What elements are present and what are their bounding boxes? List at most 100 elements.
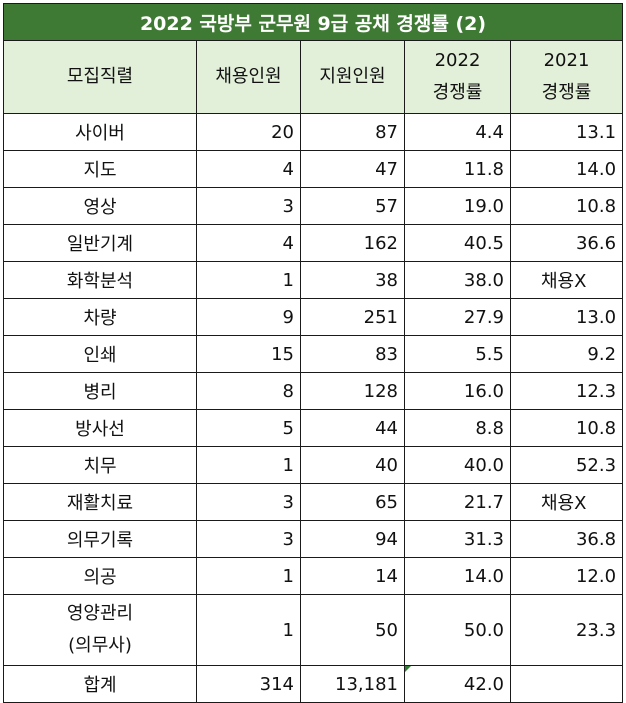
cell-job: 의무기록 [3, 520, 197, 558]
cell-rate-2021: 채용X [509, 483, 624, 521]
table-row: 병리 8 128 16.0 12.3 [3, 372, 624, 410]
table-row: 방사선 5 44 8.8 10.8 [3, 409, 624, 447]
cell-hires: 1 [196, 446, 301, 484]
cell-rate-2022: 4.4 [404, 113, 511, 151]
cell-hires: 20 [196, 113, 301, 151]
cell-rate-2022: 16.0 [404, 372, 511, 410]
cell-rate-2022: 38.0 [404, 261, 511, 299]
header-rate-2021-label: 경쟁률 [541, 82, 592, 103]
header-rate-2022-label: 경쟁률 [432, 82, 483, 103]
cell-rate-2022: 19.0 [404, 187, 511, 225]
cell-rate-2022: 11.8 [404, 150, 511, 188]
header-row: 모집직렬 채용인원 지원인원 2022 경쟁률 2021 경쟁률 [3, 40, 624, 114]
table-title: 2022 국방부 군무원 9급 공채 경쟁률 (2) [2, 3, 624, 41]
header-applicants: 지원인원 [300, 40, 405, 114]
table-row: 의공 1 14 14.0 12.0 [3, 557, 624, 595]
cell-rate-2021: 36.6 [509, 224, 624, 262]
cell-job: 지도 [3, 150, 197, 188]
cell-job-line1: 영양관리 [66, 603, 134, 624]
cell-hires: 9 [196, 298, 301, 336]
cell-applicants: 94 [300, 520, 405, 558]
cell-rate-2022: 40.0 [404, 446, 511, 484]
cell-applicants: 40 [300, 446, 405, 484]
cell-rate-2021: 12.3 [509, 372, 624, 410]
cell-rate-2022: 50.0 [404, 594, 511, 666]
cell-applicants: 83 [300, 335, 405, 373]
total-label: 합계 [3, 665, 197, 703]
cell-rate-2021: 10.8 [509, 187, 624, 225]
header-hires: 채용인원 [196, 40, 301, 114]
cell-rate-2021: 13.0 [509, 298, 624, 336]
formula-indicator-icon [405, 666, 411, 672]
header-rate-2021-year: 2021 [543, 50, 590, 71]
cell-rate-2022: 8.8 [404, 409, 511, 447]
header-rate-2021: 2021 경쟁률 [509, 40, 624, 114]
table-row: 일반기계 4 162 40.5 36.6 [3, 224, 624, 262]
cell-job-line2: (의무사) [68, 635, 132, 656]
cell-job: 화학분석 [3, 261, 197, 299]
cell-hires: 5 [196, 409, 301, 447]
cell-applicants: 47 [300, 150, 405, 188]
cell-rate-2021: 12.0 [509, 557, 624, 595]
cell-hires: 8 [196, 372, 301, 410]
cell-rate-2022: 27.9 [404, 298, 511, 336]
total-rate-2021 [509, 665, 624, 703]
cell-hires: 3 [196, 520, 301, 558]
total-hires: 314 [196, 665, 301, 703]
cell-job: 의공 [3, 557, 197, 595]
cell-job: 일반기계 [3, 224, 197, 262]
cell-rate-2022: 31.3 [404, 520, 511, 558]
cell-hires: 1 [196, 557, 301, 595]
cell-hires: 4 [196, 224, 301, 262]
cell-applicants: 128 [300, 372, 405, 410]
total-applicants: 13,181 [300, 665, 405, 703]
cell-rate-2021: 23.3 [509, 594, 624, 666]
cell-rate-2022: 21.7 [404, 483, 511, 521]
cell-job: 병리 [3, 372, 197, 410]
cell-job: 치무 [3, 446, 197, 484]
cell-rate-2022: 5.5 [404, 335, 511, 373]
cell-applicants: 87 [300, 113, 405, 151]
header-job: 모집직렬 [3, 40, 197, 114]
cell-rate-2021: 36.8 [509, 520, 624, 558]
cell-rate-2021: 14.0 [509, 150, 624, 188]
table-row: 지도 4 47 11.8 14.0 [3, 150, 624, 188]
cell-hires: 15 [196, 335, 301, 373]
table-row: 치무 1 40 40.0 52.3 [3, 446, 624, 484]
cell-applicants: 251 [300, 298, 405, 336]
cell-job: 영상 [3, 187, 197, 225]
cell-rate-2021: 10.8 [509, 409, 624, 447]
cell-applicants: 44 [300, 409, 405, 447]
cell-hires: 1 [196, 594, 301, 666]
cell-applicants: 14 [300, 557, 405, 595]
cell-job: 차량 [3, 298, 197, 336]
table-row: 영상 3 57 19.0 10.8 [3, 187, 624, 225]
total-rate-2022-value: 42.0 [463, 673, 504, 695]
competition-table-wrapper: 2022 국방부 군무원 9급 공채 경쟁률 (2) 모집직렬 채용인원 지원인… [2, 3, 624, 703]
cell-applicants: 162 [300, 224, 405, 262]
table-row: 사이버 20 87 4.4 13.1 [3, 113, 624, 151]
cell-rate-2021: 52.3 [509, 446, 624, 484]
header-rate-2022-year: 2022 [434, 50, 481, 71]
total-rate-2022: 42.0 [404, 665, 511, 703]
title-row: 2022 국방부 군무원 9급 공채 경쟁률 (2) [2, 3, 624, 41]
table-row: 화학분석 1 38 38.0 채용X [3, 261, 624, 299]
table-row: 의무기록 3 94 31.3 36.8 [3, 520, 624, 558]
cell-rate-2021: 채용X [509, 261, 624, 299]
cell-applicants: 50 [300, 594, 405, 666]
header-rate-2022: 2022 경쟁률 [404, 40, 511, 114]
cell-job: 인쇄 [3, 335, 197, 373]
cell-applicants: 57 [300, 187, 405, 225]
cell-hires: 3 [196, 187, 301, 225]
cell-applicants: 65 [300, 483, 405, 521]
table-row: 차량 9 251 27.9 13.0 [3, 298, 624, 336]
cell-rate-2022: 14.0 [404, 557, 511, 595]
cell-rate-2021: 13.1 [509, 113, 624, 151]
total-row: 합계 314 13,181 42.0 [3, 665, 624, 703]
table-row: 영양관리 (의무사) 1 50 50.0 23.3 [3, 594, 624, 666]
cell-job: 영양관리 (의무사) [3, 594, 197, 666]
cell-hires: 1 [196, 261, 301, 299]
cell-applicants: 38 [300, 261, 405, 299]
table-row: 인쇄 15 83 5.5 9.2 [3, 335, 624, 373]
cell-rate-2021: 9.2 [509, 335, 624, 373]
